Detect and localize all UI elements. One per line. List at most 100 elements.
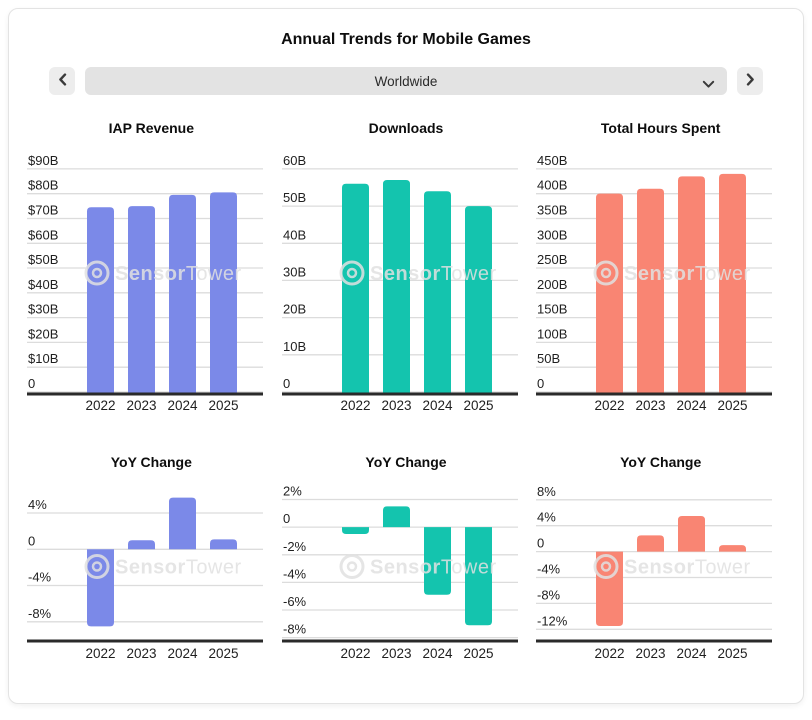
sensortower-circle-logo xyxy=(84,554,110,579)
sensortower-circle-logo-inner xyxy=(601,267,612,279)
y-tick-label: 100B xyxy=(537,326,567,341)
chart-downloads-yoy-change: YoY Change 2% 0 -2% -4% -6% -8% 2022 2023 2024 20… xyxy=(281,450,531,668)
y-tick-label: -8% xyxy=(28,606,52,621)
y-tick-label: -8% xyxy=(283,622,307,637)
sensortower-circle-logo xyxy=(84,260,110,286)
x-category-label: 2025 xyxy=(208,646,238,661)
x-category-label: 2022 xyxy=(595,398,625,413)
y-tick-label: 0 xyxy=(537,376,544,391)
y-tick-label: -4% xyxy=(28,570,52,585)
y-tick-label: 2% xyxy=(283,484,302,499)
bar-2023[interactable] xyxy=(128,540,155,550)
watermark-text: SensorTower xyxy=(115,263,242,285)
bar-2023[interactable] xyxy=(637,535,665,552)
watermark-text: SensorTower xyxy=(624,263,751,285)
chevron-down-icon xyxy=(702,77,715,92)
next-region-button[interactable] xyxy=(737,67,763,95)
x-category-label: 2023 xyxy=(126,398,156,413)
y-tick-label: -8% xyxy=(537,587,561,602)
x-category-label: 2024 xyxy=(677,646,708,661)
y-tick-label: -4% xyxy=(283,566,307,581)
y-tick-label: 350B xyxy=(537,203,567,218)
bar-2025[interactable] xyxy=(210,539,237,550)
watermark-text: SensorTower xyxy=(370,263,497,285)
bar-2023[interactable] xyxy=(128,206,155,394)
y-tick-label: 4% xyxy=(28,497,47,512)
bar-2023[interactable] xyxy=(382,506,410,528)
x-category-label: 2023 xyxy=(381,398,411,413)
charts-grid: IAP Revenue $90B $80B $70B $60B $50B $40B $30B… xyxy=(27,116,785,668)
bar-2022[interactable] xyxy=(87,549,114,627)
y-tick-label: 450B xyxy=(537,153,567,168)
x-category-label: 2024 xyxy=(167,646,198,661)
sensortower-circle-logo xyxy=(593,554,619,579)
bar-2024[interactable] xyxy=(678,176,706,394)
watermark-text: SensorTower xyxy=(370,557,497,579)
x-category-label: 2022 xyxy=(85,398,115,413)
x-category-label: 2022 xyxy=(595,646,625,661)
y-tick-label: $70B xyxy=(28,203,58,218)
y-tick-label: 0 xyxy=(28,533,35,548)
chart-title: YoY Change xyxy=(620,454,702,470)
bar-2022[interactable] xyxy=(341,527,369,535)
region-dropdown-value: Worldwide xyxy=(374,73,438,89)
bar-2024[interactable] xyxy=(169,497,196,550)
sensortower-circle-logo xyxy=(339,554,365,579)
bar-2022[interactable] xyxy=(596,193,624,394)
chart-plot: 60B 50B 40B 30B 20B 10B 0 2022 2023 2024 2025 Senso… xyxy=(281,153,518,413)
sensortower-circle-logo-inner xyxy=(91,267,103,279)
y-tick-label: 40B xyxy=(283,227,306,242)
chart-title: YoY Change xyxy=(365,454,447,470)
chart-plot: 4% 0 -4% -8% 2022 2023 2024 2025 SensorTower xyxy=(27,497,263,661)
sensortower-circle-logo-inner xyxy=(346,561,357,572)
bar-2024[interactable] xyxy=(423,527,451,595)
y-tick-label: $80B xyxy=(28,178,58,193)
y-tick-label: $40B xyxy=(28,277,58,292)
sensortower-watermark: SensorTower xyxy=(339,260,497,286)
region-selector-row: Worldwide xyxy=(49,67,763,95)
x-category-label: 2023 xyxy=(381,646,411,661)
watermark-text: SensorTower xyxy=(624,557,751,579)
y-tick-label: $10B xyxy=(28,351,58,366)
y-tick-label: 0 xyxy=(283,376,290,391)
bar-2022[interactable] xyxy=(341,183,369,394)
sensortower-watermark: SensorTower xyxy=(339,554,497,579)
y-tick-label: -4% xyxy=(537,562,561,577)
x-category-label: 2025 xyxy=(463,646,493,661)
y-tick-label: $30B xyxy=(28,302,58,317)
chart-plot: 8% 4% 0 -4% -8% -12% 2022 2023 2024 2025 SensorTow… xyxy=(536,484,773,661)
x-category-label: 2025 xyxy=(463,398,493,413)
sensortower-circle-logo xyxy=(339,260,365,286)
chart-total-hours-spent: Total Hours Spent 450B 400B 350B 300B 250B 20… xyxy=(536,116,785,416)
y-tick-label: 4% xyxy=(537,510,556,525)
bar-2024[interactable] xyxy=(678,516,706,552)
sensortower-circle-logo-inner xyxy=(601,561,612,572)
bar-2025[interactable] xyxy=(719,545,747,552)
bar-2023[interactable] xyxy=(637,188,665,394)
bar-2024[interactable] xyxy=(169,194,196,394)
chart-plot: 450B 400B 350B 300B 250B 200B 150B 100B 50B 0 2022… xyxy=(536,153,773,413)
bar-2025[interactable] xyxy=(464,527,492,626)
bar-2023[interactable] xyxy=(382,180,410,394)
bar-2022[interactable] xyxy=(87,207,114,394)
y-tick-label: 50B xyxy=(283,190,306,205)
watermark-text: SensorTower xyxy=(115,557,242,579)
chart-title: IAP Revenue xyxy=(108,120,194,136)
dashboard-card: Annual Trends for Mobile Games Worldwide… xyxy=(8,8,804,704)
bar-2025[interactable] xyxy=(464,206,492,394)
y-tick-label: 30B xyxy=(283,264,306,279)
sensortower-circle-logo-inner xyxy=(91,561,103,572)
chart-hours-yoy-change: YoY Change 8% 4% 0 -4% -8% -12% 2022 2023 2024 20… xyxy=(536,450,785,668)
bar-2024[interactable] xyxy=(423,191,451,394)
bar-2025[interactable] xyxy=(210,192,237,394)
y-tick-label: 10B xyxy=(283,339,306,354)
bar-2025[interactable] xyxy=(719,173,747,394)
chevron-left-icon xyxy=(58,73,67,89)
x-category-label: 2022 xyxy=(340,398,370,413)
x-category-label: 2023 xyxy=(636,646,666,661)
y-tick-label: 8% xyxy=(537,484,556,499)
y-tick-label: $20B xyxy=(28,326,58,341)
region-dropdown[interactable]: Worldwide xyxy=(85,67,727,95)
x-category-label: 2022 xyxy=(85,646,115,661)
prev-region-button[interactable] xyxy=(49,67,75,95)
